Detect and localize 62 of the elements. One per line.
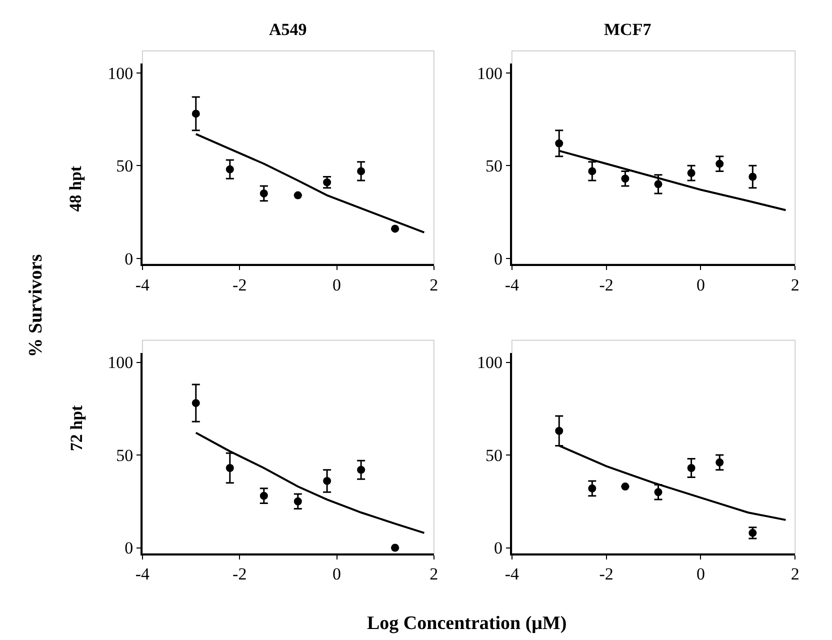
x-tick-label: 2 — [790, 275, 800, 294]
point — [192, 399, 200, 408]
point — [555, 139, 564, 148]
x-tick-label: 0 — [332, 275, 342, 294]
y-axis-title: 72 hpt — [66, 404, 86, 452]
chart-title: MCF7 — [604, 20, 652, 39]
line-series — [194, 432, 426, 534]
point — [716, 458, 724, 466]
y-axis-title: 48 hpt — [66, 166, 86, 212]
point — [748, 172, 757, 181]
x-tick-label: 0 — [696, 275, 705, 294]
point — [654, 488, 662, 496]
y-tick-label: 0 — [494, 538, 503, 558]
x-tick-label: 2 — [790, 564, 800, 584]
x-tick-label: -2 — [599, 275, 614, 294]
y-tick-label: 0 — [124, 538, 134, 558]
y-tick-label: 100 — [477, 353, 503, 372]
x-tick-label: -4 — [504, 564, 520, 584]
point — [588, 167, 596, 176]
point — [226, 165, 234, 174]
x-tick-label: -4 — [504, 275, 520, 294]
x-tick-label: -2 — [232, 564, 247, 584]
point — [294, 497, 302, 506]
point — [226, 464, 234, 472]
point — [323, 476, 332, 485]
y-tick-label: 50 — [116, 156, 134, 176]
y-tick-label: 0 — [124, 249, 134, 268]
point — [687, 464, 696, 472]
point — [716, 160, 724, 168]
line-series — [194, 133, 426, 234]
point — [588, 484, 596, 492]
point — [621, 174, 630, 183]
point — [687, 169, 696, 178]
x-tick-label: -4 — [135, 275, 150, 294]
y-tick-label: 50 — [116, 446, 134, 465]
y-tick-label: 0 — [494, 249, 503, 268]
x-tick-label: -2 — [232, 275, 247, 294]
y-tick-label: 100 — [108, 353, 134, 372]
point — [391, 544, 400, 552]
y-tick-label: 50 — [486, 156, 503, 176]
x-tick-label: 0 — [332, 564, 342, 584]
y-tick-label: 50 — [486, 446, 503, 465]
x-tick-label: -4 — [135, 564, 150, 584]
point — [357, 466, 366, 474]
point — [260, 189, 268, 198]
x-tick-label: 2 — [430, 275, 438, 294]
text: Log Concentration (μM) — [367, 613, 567, 634]
point — [621, 482, 630, 491]
point — [555, 426, 564, 435]
x-tick-label: 2 — [430, 564, 438, 584]
y-tick-label: 100 — [477, 64, 503, 83]
point — [357, 167, 366, 176]
chart-title: A549 — [269, 20, 307, 39]
text: % Survivors — [26, 254, 47, 358]
point — [192, 110, 200, 118]
y-tick-label: 100 — [108, 64, 134, 83]
x-tick-label: 0 — [696, 564, 705, 584]
point — [260, 492, 268, 500]
point — [294, 191, 302, 200]
point — [654, 180, 662, 188]
x-tick-label: -2 — [599, 564, 614, 584]
point — [391, 224, 400, 233]
